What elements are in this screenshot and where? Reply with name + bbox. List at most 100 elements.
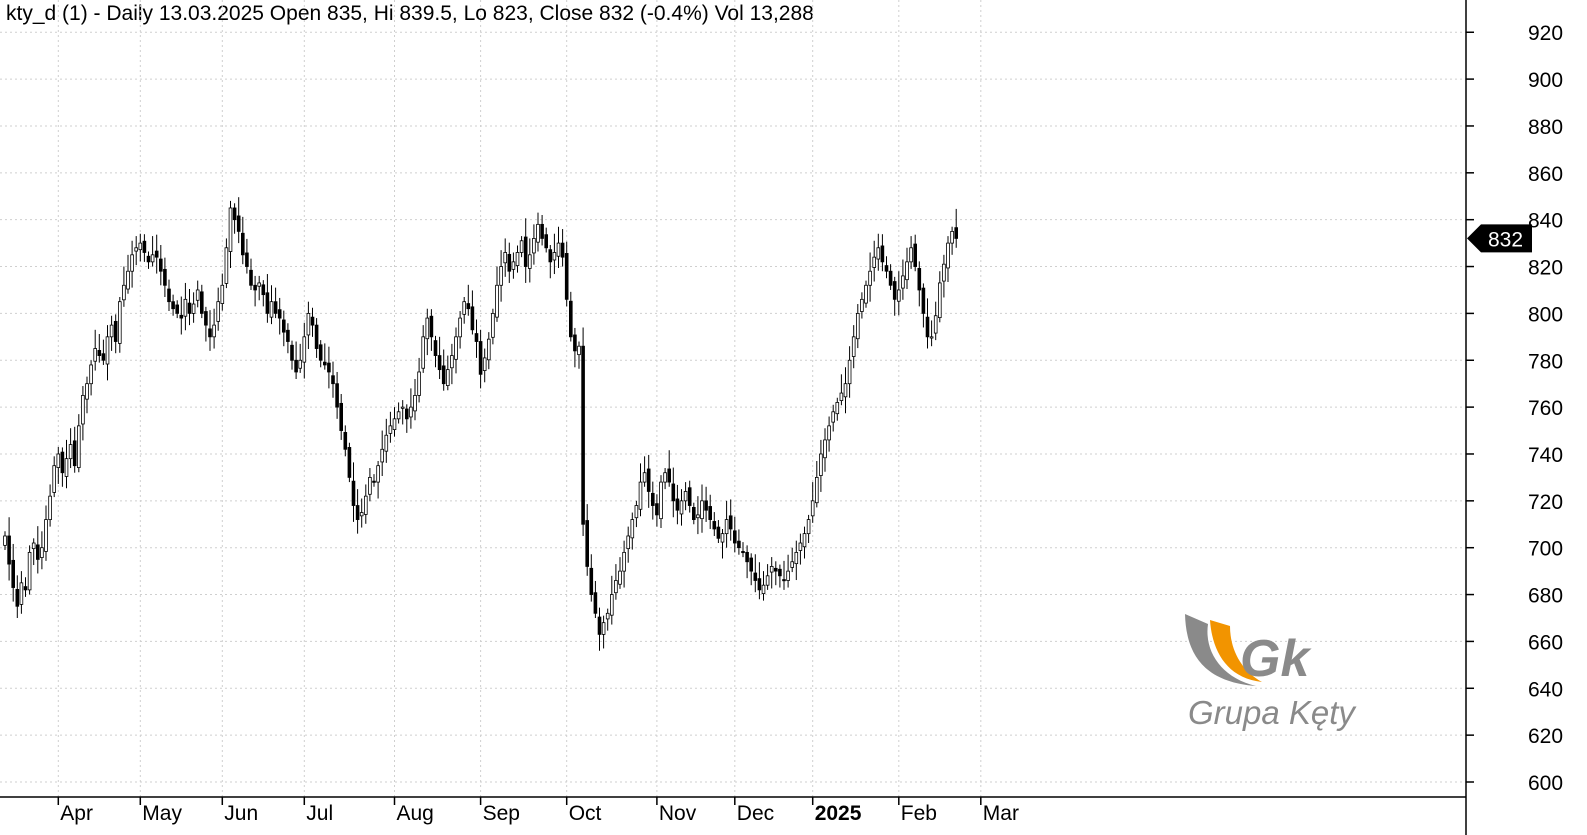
- candle-body: [175, 304, 180, 314]
- logo-company-name: Grupa Kęty: [1188, 694, 1357, 731]
- x-tick-label: May: [142, 802, 182, 825]
- candle-body: [519, 240, 524, 253]
- candle-body: [355, 505, 360, 520]
- candle-body: [195, 289, 200, 301]
- candle-body: [44, 519, 48, 552]
- candle-body: [892, 281, 897, 300]
- candle-body: [925, 316, 930, 338]
- candle-body: [64, 458, 69, 477]
- candle-body: [228, 207, 233, 252]
- candle-body: [868, 270, 872, 286]
- candle-body: [163, 268, 167, 286]
- candle-body: [790, 561, 794, 568]
- candle-body: [433, 340, 438, 356]
- candle-body: [716, 526, 721, 539]
- candle-body: [880, 245, 885, 263]
- candle-body: [158, 258, 163, 272]
- candle-body: [794, 551, 799, 565]
- candle-body: [208, 328, 212, 338]
- candle-body: [618, 570, 622, 585]
- candle-body: [146, 255, 151, 263]
- candle-body: [171, 301, 175, 310]
- candle-body: [782, 579, 786, 582]
- candle-body: [864, 284, 868, 304]
- y-tick-label: 880: [1528, 116, 1563, 139]
- chart-title: kty_d (1) - Daily 13.03.2025 Open 835, H…: [6, 2, 814, 25]
- candle-body: [277, 309, 282, 319]
- candle-body: [692, 507, 696, 520]
- candle-body: [105, 336, 110, 365]
- candle-body: [109, 324, 114, 338]
- candle-body: [40, 547, 44, 558]
- candle-body: [48, 495, 52, 520]
- candle-body: [913, 243, 917, 267]
- candle-body: [622, 551, 626, 572]
- y-axis-ticks: 6006206406606807007207407607808008208408…: [1466, 22, 1563, 795]
- x-tick-label: Jun: [224, 802, 258, 825]
- candle-body: [392, 418, 397, 431]
- candle-body: [745, 551, 749, 563]
- candle-body: [839, 392, 844, 401]
- candle-body: [19, 582, 24, 605]
- x-tick-label: Mar: [983, 802, 1019, 825]
- candle-body: [605, 612, 610, 620]
- candle-body: [331, 375, 335, 385]
- x-tick-label: Nov: [659, 802, 697, 825]
- price-marker-flag: [1467, 224, 1532, 253]
- logo-swoosh-orange: [1210, 620, 1262, 682]
- x-tick-label: Sep: [483, 802, 520, 825]
- candle-body: [15, 589, 20, 607]
- grupa-kety-logo: Gk Grupa Kęty: [1185, 614, 1357, 731]
- candle-body: [445, 369, 450, 386]
- candle-body: [946, 242, 950, 269]
- candle-body: [663, 472, 667, 483]
- x-axis-ticks: Apr May Jun Jul Aug Sep Oct Nov Dec 2025 Feb Mar: [57, 797, 1019, 825]
- logo-mark: Gk: [1240, 630, 1312, 688]
- candle-body: [343, 432, 348, 450]
- candle-body: [368, 477, 372, 495]
- candle-body: [421, 336, 425, 369]
- x-tick-label: Oct: [569, 802, 602, 825]
- candle-body: [835, 402, 840, 415]
- candle-body: [704, 500, 708, 511]
- candle-body: [577, 345, 581, 356]
- candle-body: [564, 253, 569, 300]
- candle-body: [302, 336, 307, 363]
- candle-body: [470, 306, 475, 331]
- candle-body: [130, 254, 134, 272]
- candle-body: [917, 268, 922, 291]
- candle-body: [376, 465, 380, 483]
- candle-body: [679, 500, 684, 515]
- candle-body: [482, 357, 487, 371]
- candle-body: [610, 594, 614, 616]
- candle-body: [425, 317, 430, 340]
- candle-body: [97, 350, 102, 356]
- candle-body: [101, 353, 106, 361]
- y-tick-label: 740: [1528, 444, 1563, 467]
- candle-body: [93, 348, 98, 362]
- candle-body: [757, 578, 762, 591]
- candle-body: [901, 275, 905, 289]
- candle-body: [876, 247, 881, 260]
- candle-body: [199, 291, 204, 314]
- candle-body: [511, 261, 516, 270]
- candle-body: [474, 333, 479, 342]
- candle-body: [856, 312, 860, 340]
- candle-body: [36, 544, 40, 560]
- candle-body: [257, 282, 261, 287]
- candle-body: [860, 298, 864, 312]
- candle-body: [843, 383, 848, 398]
- candle-body: [798, 542, 803, 551]
- candle-body: [897, 289, 901, 302]
- last-price-label: 832: [1488, 228, 1523, 251]
- candle-body: [126, 270, 130, 290]
- candle-body: [191, 303, 196, 314]
- candle-body: [183, 298, 188, 317]
- candle-body: [905, 261, 909, 281]
- candle-body: [478, 341, 483, 375]
- candle-body: [396, 411, 401, 420]
- candle-body: [815, 477, 819, 504]
- candle-body: [212, 324, 216, 338]
